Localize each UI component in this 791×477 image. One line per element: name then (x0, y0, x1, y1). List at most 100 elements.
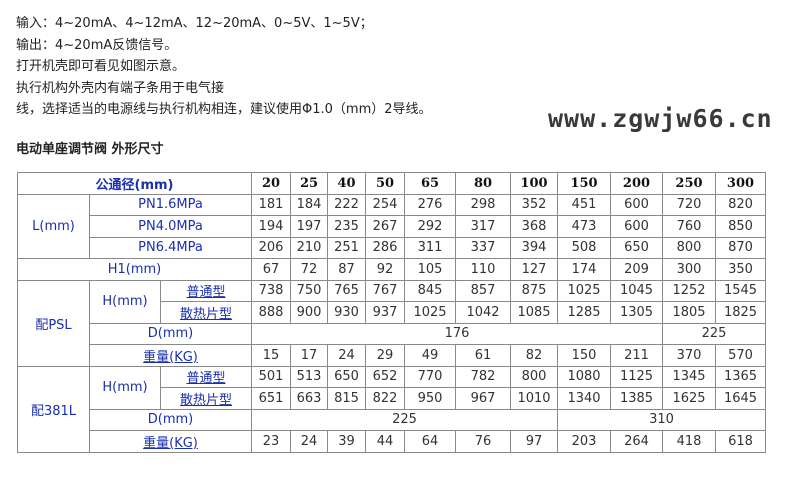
value-cell: 473 (557, 215, 611, 238)
value-cell: 184 (290, 193, 328, 216)
table-row: 散热片型 651 663 815 822 950 967 1010 1340 1385 1625 16… (18, 387, 766, 410)
h-label: H(mm) (89, 365, 161, 410)
table-row: 散热片型 888 900 930 937 1025 1042 1085 1285 1305 1805… (18, 301, 766, 324)
intro-line: 输入：4~20mA、4~12mA、12~20mA、0~5V、1~5V； (16, 16, 373, 31)
value-cell: 820 (715, 193, 766, 216)
value-cell: 501 (251, 365, 291, 388)
value-cell: 663 (290, 387, 328, 410)
value-cell: 194 (251, 215, 291, 238)
value-cell: 570 (715, 344, 766, 367)
type-link[interactable]: 散热片型 (160, 387, 252, 410)
header-row: 公通径(mm) 20 25 40 50 65 80 100 150 200 250 300 (17, 172, 766, 195)
value-cell: 765 (327, 279, 366, 302)
value-cell: 1825 (715, 301, 766, 324)
value-cell: 760 (662, 215, 716, 238)
value-cell: 800 (662, 236, 716, 259)
value-cell: 61 (455, 344, 511, 367)
table-row: D(mm) 225 310 (18, 408, 766, 431)
size-header: 250 (662, 172, 716, 195)
size-header: 25 (290, 172, 328, 195)
value-cell: 82 (510, 344, 558, 367)
value-cell: 1025 (557, 279, 611, 302)
value-cell: 39 (327, 430, 366, 453)
value-cell: 206 (251, 236, 291, 259)
group-label: 配PSL (17, 279, 90, 367)
intro-line: 执行机构外壳内有端子条用于电气接 (16, 80, 225, 96)
intro-text: 输入：4~20mA、4~12mA、12~20mA、0~5V、1~5V； 输出：4… (16, 13, 432, 121)
value-cell: 845 (404, 279, 456, 302)
value-cell: 800 (510, 365, 558, 388)
value-cell: 1025 (404, 301, 456, 324)
size-header: 50 (365, 172, 405, 195)
value-cell: 174 (557, 258, 611, 281)
value-cell: 300 (662, 258, 716, 281)
value-cell: 1345 (662, 365, 716, 388)
value-cell: 600 (610, 215, 663, 238)
value-cell: 1042 (455, 301, 511, 324)
value-cell: 150 (557, 344, 611, 367)
table-row: PN4.0MPa 194 197 235 267 292 317 368 473 600 760 85… (18, 215, 766, 238)
pressure-label: PN1.6MPa (89, 193, 252, 216)
table-row: 重量(KG) 23 24 39 44 64 76 97 203 264 418 618 (18, 430, 766, 453)
value-cell: 930 (327, 301, 366, 324)
value-cell: 815 (327, 387, 366, 410)
value-cell: 251 (327, 236, 366, 259)
l-label: L(mm) (17, 193, 90, 259)
value-cell: 950 (404, 387, 456, 410)
value-cell: 222 (327, 193, 366, 216)
weight-link[interactable]: 重量(KG) (89, 344, 252, 367)
d-label: D(mm) (89, 408, 252, 431)
value-cell: 1545 (715, 279, 766, 302)
value-cell: 317 (455, 215, 511, 238)
value-cell: 17 (290, 344, 328, 367)
h-label: H(mm) (89, 279, 161, 324)
value-cell: 418 (662, 430, 716, 453)
value-cell: 870 (715, 236, 766, 259)
value-cell: 352 (510, 193, 558, 216)
d-label: D(mm) (89, 322, 252, 345)
value-cell: 770 (404, 365, 456, 388)
value-cell: 210 (290, 236, 328, 259)
table-row: H1(mm) 67 72 87 92 105 110 127 174 209 300 350 (17, 258, 766, 281)
value-cell: 264 (610, 430, 663, 453)
value-cell: 24 (327, 344, 366, 367)
value-cell: 24 (290, 430, 328, 453)
value-cell: 49 (404, 344, 456, 367)
type-link[interactable]: 散热片型 (160, 301, 252, 324)
weight-link[interactable]: 重量(KG) (89, 430, 252, 453)
value-cell: 1385 (610, 387, 663, 410)
value-cell: 1625 (662, 387, 716, 410)
value-cell: 110 (455, 258, 511, 281)
size-header: 40 (327, 172, 366, 195)
value-cell: 370 (662, 344, 716, 367)
value-cell: 720 (662, 193, 716, 216)
size-header: 65 (404, 172, 456, 195)
value-cell: 1045 (610, 279, 663, 302)
value-cell: 235 (327, 215, 366, 238)
value-cell: 1125 (610, 365, 663, 388)
value-cell: 292 (404, 215, 456, 238)
watermark: www.zgwjw66.cn (548, 104, 773, 133)
value-cell: 750 (290, 279, 328, 302)
d-value: 310 (557, 408, 766, 431)
value-cell: 1285 (557, 301, 611, 324)
value-cell: 888 (251, 301, 291, 324)
size-header: 100 (510, 172, 558, 195)
value-cell: 513 (290, 365, 328, 388)
size-header: 80 (455, 172, 511, 195)
value-cell: 1365 (715, 365, 766, 388)
value-cell: 767 (365, 279, 405, 302)
value-cell: 1805 (662, 301, 716, 324)
table-row: 配381L H(mm) 普通型 501 513 650 652 770 782 800 1080 11… (17, 365, 766, 453)
type-link[interactable]: 普通型 (160, 365, 252, 388)
d-value: 176 (251, 322, 663, 345)
table-row: 配PSL H(mm) 普通型 738 750 765 767 845 857 875 1025 104… (17, 279, 766, 367)
value-cell: 394 (510, 236, 558, 259)
d-value: 225 (251, 408, 558, 431)
type-link[interactable]: 普通型 (160, 279, 252, 302)
value-cell: 368 (510, 215, 558, 238)
table-row: D(mm) 176 225 (18, 322, 766, 345)
value-cell: 286 (365, 236, 405, 259)
value-cell: 337 (455, 236, 511, 259)
value-cell: 651 (251, 387, 291, 410)
